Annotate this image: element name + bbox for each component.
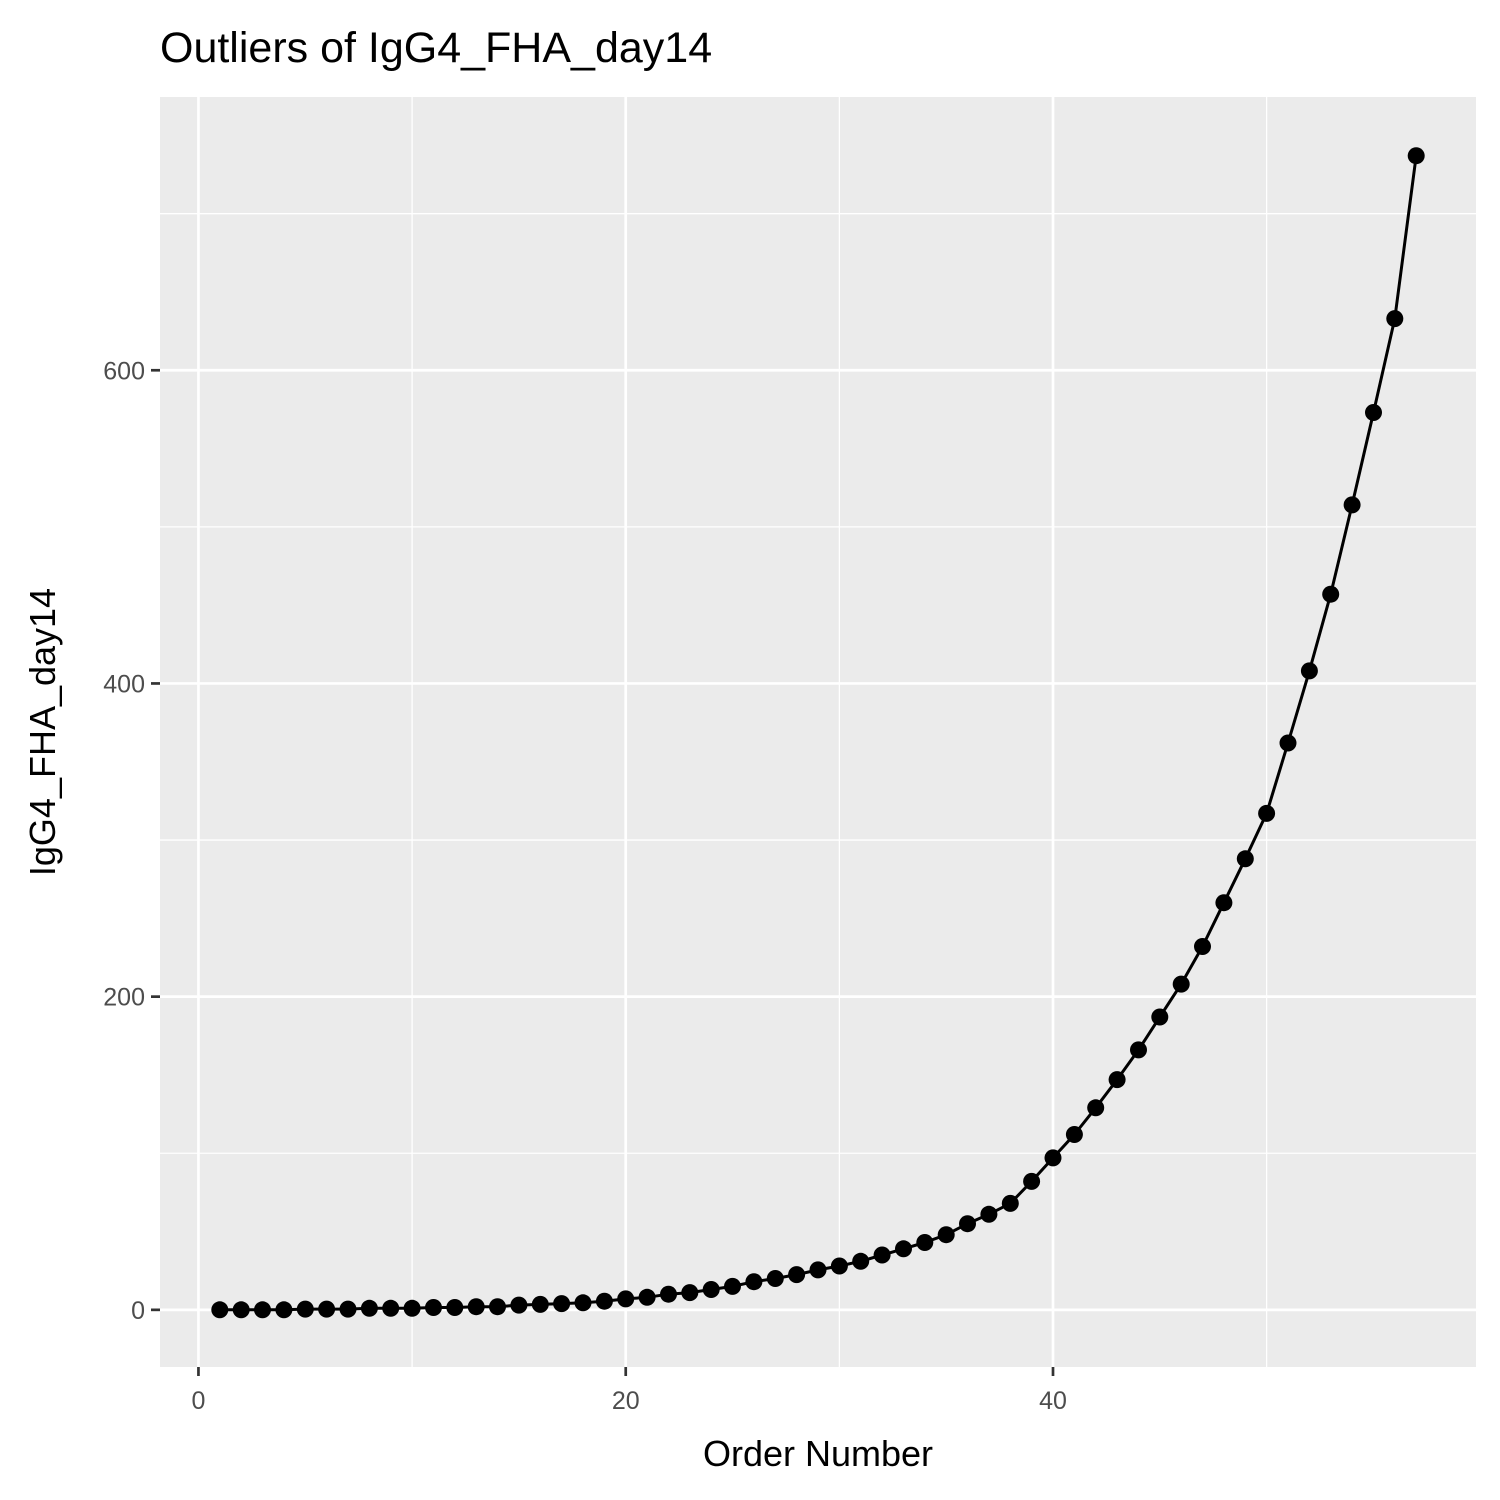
data-point [489, 1298, 506, 1316]
data-point [1300, 662, 1318, 680]
y-tick-label: 600 [103, 357, 145, 385]
y-axis: 0 200 400 600 [103, 357, 160, 1325]
data-point [681, 1284, 699, 1302]
y-tick-label: 400 [103, 670, 145, 698]
data-point [724, 1277, 741, 1295]
data-point [788, 1266, 806, 1284]
data-point [1386, 310, 1404, 328]
data-point [403, 1299, 421, 1317]
data-point [1365, 404, 1382, 421]
data-point [617, 1290, 635, 1308]
series-points-group [211, 147, 1425, 1319]
data-point [1087, 1099, 1105, 1117]
data-point [766, 1270, 784, 1287]
data-point [852, 1252, 870, 1270]
data-point [1194, 938, 1211, 955]
x-tick-label: 40 [1039, 1387, 1067, 1415]
data-point [937, 1226, 955, 1244]
data-point [510, 1296, 528, 1314]
data-point [1407, 147, 1425, 165]
y-axis-title: IgG4_FHA_day14 [22, 588, 63, 876]
data-point [1279, 734, 1297, 752]
data-point [339, 1300, 357, 1318]
data-point [1236, 850, 1254, 868]
data-point [232, 1301, 250, 1319]
minor-gridlines [160, 97, 1476, 1367]
data-point [275, 1301, 293, 1319]
data-point [360, 1299, 378, 1317]
data-point [318, 1300, 336, 1318]
data-point [873, 1246, 891, 1264]
x-tick-label: 20 [612, 1387, 640, 1415]
data-point [553, 1295, 571, 1313]
data-point [574, 1294, 592, 1312]
data-point [1151, 1008, 1169, 1026]
plot-panel [160, 97, 1476, 1367]
data-point [595, 1292, 613, 1310]
data-point [1108, 1071, 1126, 1089]
x-tick-label: 0 [192, 1387, 206, 1415]
data-point [254, 1301, 271, 1319]
chart-title: Outliers of IgG4_FHA_day14 [160, 24, 712, 72]
data-point [1130, 1041, 1147, 1059]
data-point [916, 1234, 934, 1251]
data-point [1322, 585, 1340, 603]
data-point [1215, 894, 1233, 912]
data-point [1001, 1194, 1019, 1212]
data-point [959, 1215, 976, 1233]
data-point [1065, 1126, 1083, 1143]
data-point [531, 1295, 549, 1313]
data-point [1023, 1172, 1041, 1190]
data-point [702, 1281, 720, 1298]
data-point [1343, 496, 1361, 514]
y-tick-label: 0 [131, 1297, 145, 1325]
data-point [211, 1301, 229, 1319]
data-point [382, 1299, 400, 1317]
data-point [1044, 1149, 1062, 1167]
data-point [467, 1298, 485, 1316]
data-point [980, 1205, 998, 1223]
data-point [638, 1288, 656, 1306]
data-point [830, 1257, 848, 1275]
data-point [660, 1285, 677, 1303]
data-point [296, 1300, 314, 1318]
x-axis-title: Order Number [703, 1433, 933, 1474]
data-point [745, 1273, 763, 1291]
data-point [809, 1261, 827, 1279]
data-point [1258, 804, 1276, 822]
y-tick-label: 200 [103, 984, 145, 1012]
x-axis: 0 20 40 [192, 1367, 1067, 1415]
data-point [425, 1299, 442, 1316]
data-point [895, 1240, 912, 1258]
data-point [1172, 975, 1190, 993]
data-point [446, 1299, 464, 1316]
